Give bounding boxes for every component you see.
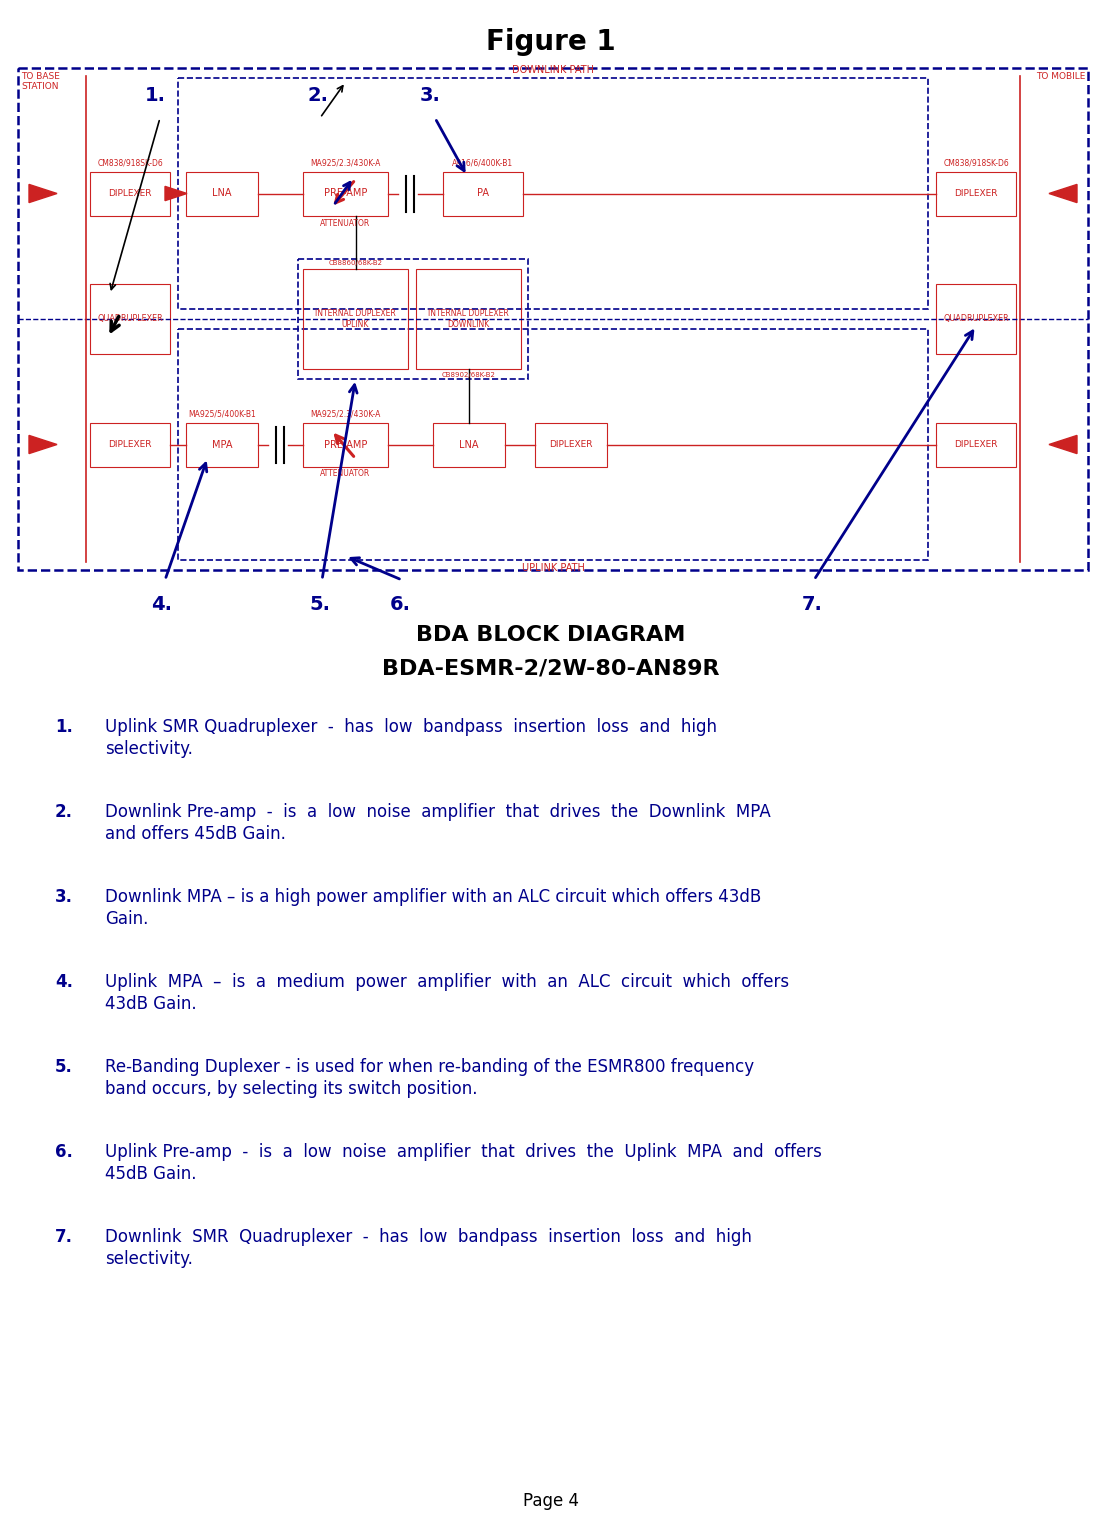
Text: Page 4: Page 4 (523, 1492, 579, 1511)
Bar (443, 171, 523, 216)
Text: selectivity.: selectivity. (105, 1250, 193, 1267)
Bar (90, 171, 170, 216)
Text: 1.: 1. (144, 86, 165, 105)
Bar (298, 259, 528, 379)
Text: MA925/5/400K-B1: MA925/5/400K-B1 (189, 410, 256, 419)
Text: ATTENUATOR: ATTENUATOR (320, 219, 371, 228)
Text: 7.: 7. (802, 594, 823, 614)
Text: MA925/2.3/430K-A: MA925/2.3/430K-A (310, 159, 381, 168)
Text: ATTENUATOR: ATTENUATOR (320, 470, 371, 479)
Text: CM838/918SK-D6: CM838/918SK-D6 (943, 159, 1009, 168)
Bar (18, 68, 1088, 570)
Text: A916/6/400K-B1: A916/6/400K-B1 (452, 159, 514, 168)
Text: 4.: 4. (55, 973, 73, 992)
Text: PRE-AMP: PRE-AMP (324, 439, 367, 450)
Text: UPLINK PATH: UPLINK PATH (522, 564, 585, 573)
Polygon shape (29, 185, 57, 203)
Text: 43dB Gain.: 43dB Gain. (105, 995, 196, 1013)
Text: CM838/918SK-D6: CM838/918SK-D6 (97, 159, 163, 168)
Bar (936, 171, 1016, 216)
Text: Figure 1: Figure 1 (486, 28, 615, 55)
Bar (936, 283, 1016, 354)
Text: 2.: 2. (308, 86, 329, 105)
Text: 5.: 5. (310, 594, 331, 614)
Text: and offers 45dB Gain.: and offers 45dB Gain. (105, 825, 286, 842)
Polygon shape (1049, 436, 1077, 454)
Text: CB8902/68K-B2: CB8902/68K-B2 (441, 373, 495, 377)
Text: 1.: 1. (55, 718, 73, 736)
Polygon shape (1049, 185, 1077, 203)
Text: 6.: 6. (389, 594, 410, 614)
Text: Re-Banding Duplexer - is used for when re-banding of the ESMR800 frequency: Re-Banding Duplexer - is used for when r… (105, 1058, 754, 1076)
Text: 3.: 3. (55, 889, 73, 906)
Text: MA925/2.3/430K-A: MA925/2.3/430K-A (310, 410, 381, 419)
Text: QUADRUPLEXER: QUADRUPLEXER (943, 314, 1009, 323)
Text: LNA: LNA (459, 439, 479, 450)
Text: INTERNAL DUPLEXER
DOWNLINK: INTERNAL DUPLEXER DOWNLINK (428, 310, 508, 328)
Polygon shape (165, 186, 188, 200)
Bar (178, 79, 928, 310)
Text: QUADRUPLEXER: QUADRUPLEXER (97, 314, 163, 323)
Text: TO BASE
STATION: TO BASE STATION (21, 72, 60, 91)
Text: 45dB Gain.: 45dB Gain. (105, 1164, 196, 1183)
Text: Gain.: Gain. (105, 910, 149, 929)
Text: LNA: LNA (212, 188, 232, 199)
Text: 6.: 6. (55, 1143, 73, 1161)
Bar (433, 422, 505, 467)
Bar (186, 422, 258, 467)
Text: 3.: 3. (419, 86, 440, 105)
Text: CB8860/68K-B2: CB8860/68K-B2 (329, 260, 383, 266)
Text: MPA: MPA (212, 439, 233, 450)
Bar (90, 422, 170, 467)
Text: selectivity.: selectivity. (105, 741, 193, 758)
Text: DIPLEXER: DIPLEXER (108, 440, 152, 450)
Bar (936, 422, 1016, 467)
Text: DOWNLINK PATH: DOWNLINK PATH (512, 65, 595, 75)
Text: DIPLEXER: DIPLEXER (108, 189, 152, 199)
Text: TO MOBILE: TO MOBILE (1036, 72, 1085, 82)
Text: Uplink SMR Quadruplexer  -  has  low  bandpass  insertion  loss  and  high: Uplink SMR Quadruplexer - has low bandpa… (105, 718, 717, 736)
Text: DIPLEXER: DIPLEXER (954, 189, 998, 199)
Text: Uplink  MPA  –  is  a  medium  power  amplifier  with  an  ALC  circuit  which  : Uplink MPA – is a medium power amplifier… (105, 973, 789, 992)
Bar (416, 270, 521, 370)
Text: Uplink Pre-amp  -  is  a  low  noise  amplifier  that  drives  the  Uplink  MPA : Uplink Pre-amp - is a low noise amplifie… (105, 1143, 822, 1161)
Text: BDA BLOCK DIAGRAM: BDA BLOCK DIAGRAM (416, 625, 686, 645)
Bar (535, 422, 607, 467)
Text: PRE-AMP: PRE-AMP (324, 188, 367, 199)
Text: 7.: 7. (55, 1227, 73, 1246)
Text: PA: PA (476, 188, 489, 199)
Text: 4.: 4. (151, 594, 172, 614)
Text: Downlink  SMR  Quadruplexer  -  has  low  bandpass  insertion  loss  and  high: Downlink SMR Quadruplexer - has low band… (105, 1227, 752, 1246)
Text: band occurs, by selecting its switch position.: band occurs, by selecting its switch pos… (105, 1080, 478, 1098)
Bar (178, 330, 928, 561)
Text: 2.: 2. (55, 802, 73, 821)
Bar (303, 171, 388, 216)
Polygon shape (29, 436, 57, 454)
Text: DIPLEXER: DIPLEXER (549, 440, 592, 450)
Text: DIPLEXER: DIPLEXER (954, 440, 998, 450)
Bar (186, 171, 258, 216)
Text: 5.: 5. (55, 1058, 73, 1076)
Bar (90, 283, 170, 354)
Text: INTERNAL DUPLEXER
UPLINK: INTERNAL DUPLEXER UPLINK (315, 310, 396, 328)
Text: Downlink MPA – is a high power amplifier with an ALC circuit which offers 43dB: Downlink MPA – is a high power amplifier… (105, 889, 761, 906)
Text: Downlink Pre-amp  -  is  a  low  noise  amplifier  that  drives  the  Downlink  : Downlink Pre-amp - is a low noise amplif… (105, 802, 771, 821)
Bar (303, 270, 408, 370)
Bar (303, 422, 388, 467)
Text: BDA-ESMR-2/2W-80-AN89R: BDA-ESMR-2/2W-80-AN89R (383, 658, 720, 678)
